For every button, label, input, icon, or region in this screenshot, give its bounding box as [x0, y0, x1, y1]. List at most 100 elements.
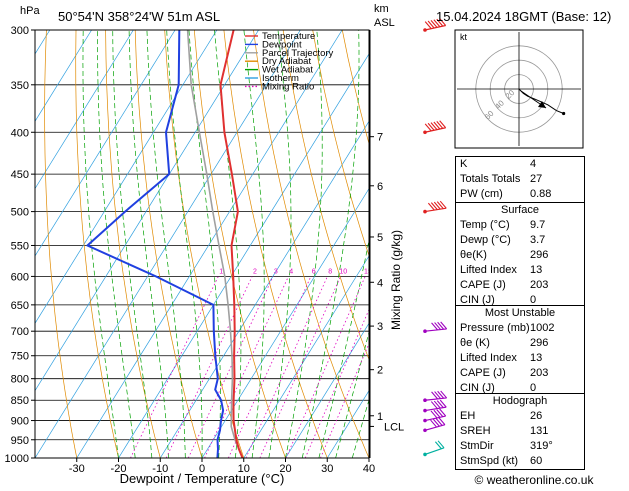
legend-label: Dewpoint: [262, 39, 302, 50]
wet-adiabat: [301, 30, 360, 458]
pressure-tick-label: 700: [11, 326, 29, 338]
wind-barb: [423, 321, 448, 334]
x-tick-label: -30: [69, 463, 85, 475]
pressure-tick-label: 450: [11, 169, 29, 181]
wind-barb: [423, 18, 447, 32]
wind-barb: [423, 399, 447, 413]
isotherm: [35, 30, 259, 392]
height-tick-label: 7: [377, 132, 383, 144]
mixing-ratio-label: 1: [219, 268, 223, 275]
mixing-ratio-label: 3: [274, 268, 278, 275]
hodograph-table-title: Hodograph: [492, 395, 548, 407]
height-tick-label: 1: [377, 411, 383, 423]
wet-adiabat: [285, 30, 323, 458]
pressure-tick-label: 350: [11, 80, 29, 92]
parcel-trajectory-line: [186, 30, 244, 458]
dry-adiabat: [253, 30, 369, 458]
datetime-text: 15.04.2024 18GMT (Base: 12): [436, 9, 611, 24]
table-row: StmSpd (kt) 60: [460, 455, 543, 467]
table-row: EH 26: [460, 410, 543, 422]
isotherm: [35, 30, 134, 190]
table-row: PW (cm) 0.88: [460, 188, 552, 200]
pressure-unit: hPa: [20, 5, 40, 17]
legend-label: Isotherm: [262, 73, 299, 84]
hodograph-unit-label: kt: [460, 32, 468, 42]
wet-adiabat: [146, 30, 186, 458]
table-row: Temp (°C) 9.7: [460, 219, 546, 231]
x-tick-label: -20: [111, 463, 127, 475]
isotherm: [201, 187, 369, 458]
mixing-ratio-line: [187, 276, 274, 458]
hodograph-trace: [518, 88, 564, 114]
hodograph-endpoint: [562, 111, 566, 116]
wet-adiabat: [166, 30, 203, 458]
mixing-ratio-line: [130, 276, 219, 458]
storm-motion-arrowhead: [538, 101, 546, 108]
dry-adiabat: [75, 30, 119, 458]
wet-adiabat: [82, 30, 119, 458]
isotherm: [35, 30, 176, 257]
pressure-tick-label: 1000: [5, 453, 29, 465]
mixing-ratio-line: [320, 342, 369, 458]
surface-table: Surface Temp (°C) 9.7 Dewp (°C) 3.7 θe(K) 2…: [455, 202, 585, 309]
table-row: StmDir 319°: [460, 440, 553, 452]
x-axis-label: Dewpoint / Temperature (°C): [120, 471, 285, 486]
table-row: Lifted Index 13: [460, 264, 543, 276]
x-tick-label: -10: [152, 463, 168, 475]
mixing-ratio-label: 6: [312, 268, 316, 275]
height-tick-label: 3: [377, 321, 383, 333]
wind-barb: [423, 408, 447, 423]
mixing-ratio-line: [228, 276, 312, 458]
pressure-tick-label: 750: [11, 351, 29, 363]
table-row: Totals Totals 27: [460, 173, 543, 185]
lcl-label: LCL: [384, 421, 404, 433]
table-row: θe (K) 296: [460, 337, 549, 349]
isotherm: [118, 53, 369, 458]
mixing-ratio-label: 4: [289, 268, 293, 275]
mixing-ratio-axis-label: Mixing Ratio (g/kg): [389, 230, 403, 330]
x-tick-label: 10: [238, 463, 250, 475]
pressure-tick-label: 500: [11, 207, 29, 219]
wind-barb: [423, 440, 445, 457]
x-tick-label: 40: [363, 463, 375, 475]
isotherm: [76, 30, 343, 458]
dry-adiabat: [312, 30, 369, 257]
copyright-text: © weatheronline.co.uk: [475, 473, 595, 486]
pressure-tick-label: 600: [11, 271, 29, 283]
mixing-ratio-line: [304, 308, 369, 458]
isotherm: [243, 255, 369, 458]
table-row: CAPE (J) 203: [460, 367, 549, 379]
isotherm: [35, 30, 92, 122]
pressure-tick-label: 550: [11, 240, 29, 252]
legend-label: Dry Adiabat: [262, 56, 311, 67]
wet-adiabat: [128, 30, 169, 458]
height-tick-label: 6: [377, 181, 383, 193]
most-unstable-table: Most Unstable Pressure (mb) 1002 θe (K) 29…: [455, 305, 585, 397]
mixing-ratio-line: [259, 276, 341, 458]
x-tick-label: 20: [279, 463, 291, 475]
table-row: CAPE (J) 203: [460, 279, 549, 291]
height-tick-label: 5: [377, 232, 383, 244]
height-unit-km: km: [374, 3, 389, 15]
height-unit-asl: ASL: [374, 17, 395, 29]
mixing-ratio-label: 8: [328, 268, 332, 275]
pressure-tick-label: 950: [11, 435, 29, 447]
mixing-ratio-label: 10: [339, 268, 347, 275]
table-row: Dewp (°C) 3.7: [460, 234, 546, 246]
table-row: SREH 131: [460, 425, 549, 437]
mixing-ratio-line: [285, 276, 366, 458]
wind-barb: [423, 200, 447, 214]
wet-adiabat: [243, 30, 265, 458]
height-tick-label: 2: [377, 365, 383, 377]
wind-barb: [423, 120, 447, 135]
wet-adiabat: [268, 30, 292, 458]
dry-adiabat: [134, 30, 203, 458]
mixing-ratio-line: [204, 276, 289, 458]
wind-barb: [423, 417, 446, 433]
mixing-ratio-label: 2: [253, 268, 257, 275]
wet-adiabat: [97, 30, 136, 458]
